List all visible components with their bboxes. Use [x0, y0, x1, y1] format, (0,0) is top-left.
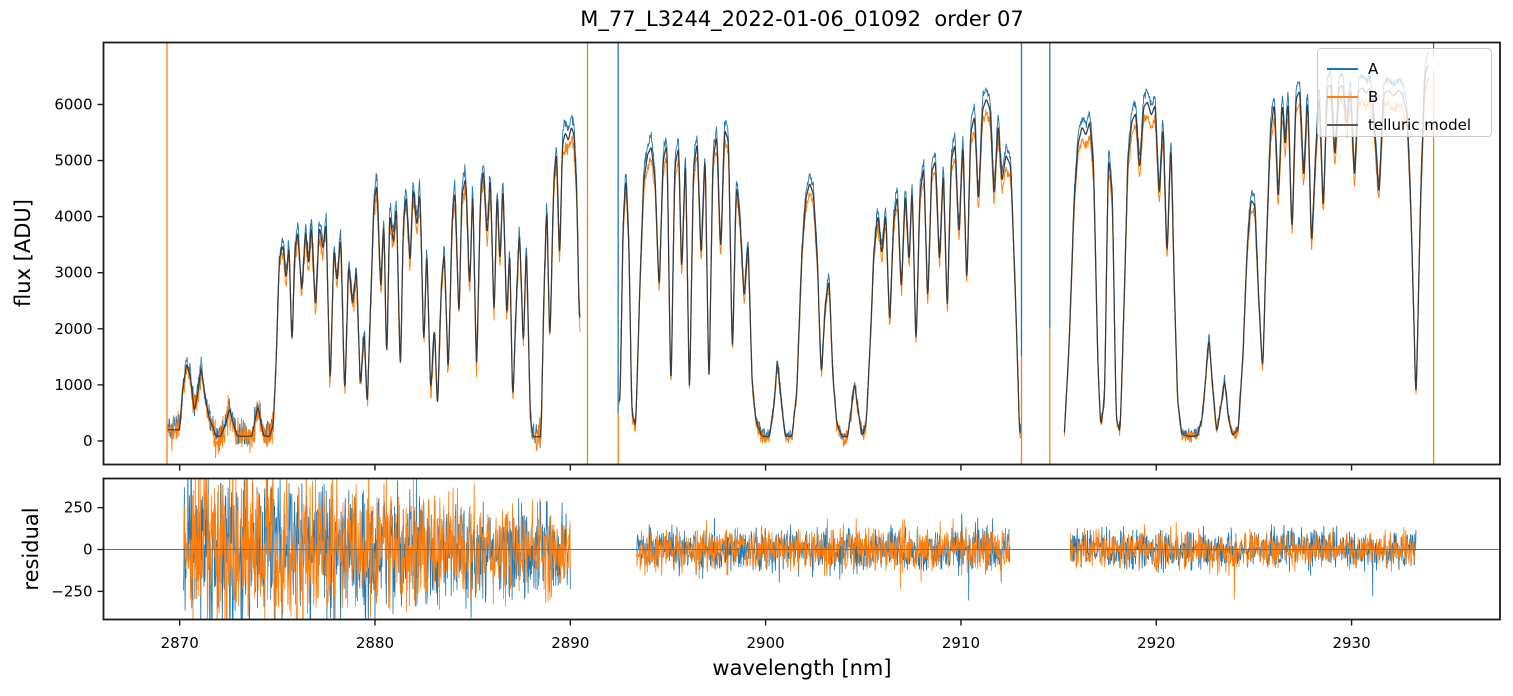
- wavelength-axis-label: wavelength [nm]: [712, 656, 892, 680]
- flux-tick-label: 5000: [54, 152, 92, 170]
- x-tick-label: 2880: [356, 634, 394, 652]
- residual-tick-label: −250: [51, 582, 92, 600]
- legend-line-swatch-telluric-model: [1327, 124, 1358, 126]
- x-tick-label: 2930: [1332, 634, 1370, 652]
- series-a-path: [167, 114, 581, 450]
- legend-item-telluric-model: telluric model: [1327, 111, 1491, 139]
- flux-tick-label: 4000: [54, 208, 92, 226]
- main-axes-frame: [102, 41, 1501, 466]
- flux-tick-label: 6000: [54, 95, 92, 113]
- x-tick-label: 2890: [551, 634, 589, 652]
- residual-series-group: [183, 478, 1417, 620]
- flux-tick-label: 3000: [54, 264, 92, 282]
- legend-item-a: A: [1327, 55, 1491, 83]
- legend-label-telluric-model: telluric model: [1368, 115, 1472, 134]
- residual-series-b-path: [636, 518, 1011, 589]
- legend-label-a: A: [1368, 59, 1379, 78]
- series-a-path: [618, 87, 1022, 441]
- telluric-model-path: [618, 99, 1021, 438]
- legend: A B telluric model: [1317, 48, 1492, 137]
- legend-item-b: B: [1327, 83, 1491, 111]
- x-tick-label: 2870: [161, 634, 199, 652]
- flux-tick-label: 2000: [54, 320, 92, 338]
- main-series-group: [166, 42, 1435, 465]
- residual-series-b-path: [183, 478, 571, 620]
- legend-line-swatch-a: [1327, 68, 1358, 70]
- x-tick-label: 2900: [747, 634, 785, 652]
- x-tick-label: 2920: [1137, 634, 1175, 652]
- residual-tick-label: 250: [64, 499, 93, 517]
- x-tick-label: 2910: [942, 634, 980, 652]
- legend-label-b: B: [1368, 87, 1379, 106]
- legend-line-swatch-b: [1327, 96, 1358, 98]
- flux-tick-label: 1000: [54, 376, 92, 394]
- residual-tick-label: 0: [83, 541, 93, 559]
- plot-title: M_77_L3244_2022-01-06_01092 order 07: [580, 7, 1024, 31]
- flux-tick-label: 0: [83, 432, 93, 450]
- telluric-model-path: [168, 127, 581, 438]
- residual-series-b-path: [1069, 521, 1417, 600]
